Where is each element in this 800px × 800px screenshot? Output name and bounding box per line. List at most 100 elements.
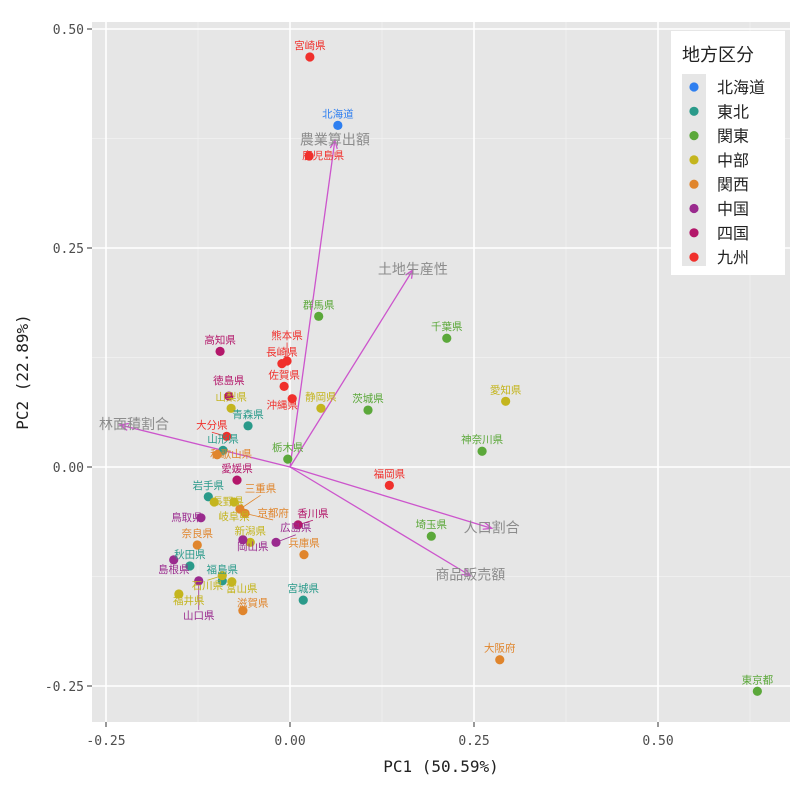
point-marker: [298, 595, 308, 605]
y-tick-label: -0.25: [45, 680, 84, 695]
point-label: 茨城県: [352, 392, 384, 405]
point-label: 山形県: [207, 433, 239, 445]
point-marker: [240, 508, 250, 519]
legend-title: 地方区分: [682, 45, 754, 66]
legend-key: [689, 203, 699, 214]
point-marker: [279, 381, 289, 392]
loading-label: 商品販売額: [435, 568, 505, 584]
point-marker: [304, 151, 314, 161]
point-marker: [245, 537, 255, 547]
x-tick-label: 0.00: [274, 734, 305, 749]
point-label: 福岡県: [374, 467, 406, 480]
legend-label: 四国: [717, 224, 749, 243]
label-leader-line: [245, 513, 274, 521]
point-label: 佐賀県: [268, 368, 300, 381]
point-label: 富山県: [226, 582, 258, 595]
point-marker: [442, 333, 452, 343]
point-marker: [477, 446, 487, 456]
point-label: 和歌山県: [210, 448, 252, 461]
point-label: 兵庫県: [288, 537, 320, 550]
point-marker: [185, 561, 195, 571]
point-label: 群馬県: [303, 298, 335, 311]
point-marker: [495, 655, 505, 665]
y-tick-label: 0.50: [53, 23, 84, 38]
point-marker: [174, 589, 184, 599]
point-label: 奈良県: [182, 527, 214, 540]
point-marker: [238, 606, 248, 616]
point-marker: [238, 535, 248, 545]
data-points: [169, 52, 762, 696]
point-label: 岐阜県: [218, 510, 250, 523]
point-label: 山口県: [183, 610, 215, 622]
point-marker: [222, 431, 232, 441]
x-tick-label: 0.25: [458, 734, 489, 749]
point-marker: [243, 421, 253, 431]
point-label: 秋田県: [174, 548, 206, 561]
point-label: 香川県: [297, 508, 329, 520]
legend-label: 関東: [717, 127, 749, 146]
point-marker: [196, 513, 206, 523]
point-marker: [271, 537, 281, 547]
point-label: 北海道: [322, 107, 354, 120]
point-label: 栃木県: [272, 441, 304, 454]
point-marker: [426, 531, 436, 541]
point-marker: [203, 492, 213, 502]
arrow-head: [329, 138, 338, 150]
point-label: 宮崎県: [294, 39, 326, 52]
x-axis-label: PC1 (50.59%): [383, 757, 499, 776]
point-marker: [212, 450, 222, 460]
legend-key: [689, 228, 699, 238]
grid-lines: [92, 22, 790, 722]
point-label: 石川県: [192, 580, 224, 592]
point-marker: [283, 454, 293, 464]
point-label: 千葉県: [431, 320, 463, 333]
point-label: 大分県: [196, 419, 228, 432]
point-label: 長崎県: [266, 346, 298, 359]
point-label: 岡山県: [237, 541, 269, 553]
point-marker: [209, 497, 219, 507]
legend-key: [689, 82, 699, 92]
legend-key: [689, 179, 699, 189]
point-marker: [282, 356, 292, 366]
point-marker: [333, 120, 343, 130]
loading-arrow: [119, 424, 291, 468]
x-tick-label: -0.25: [86, 734, 125, 749]
point-label: 静岡県: [305, 390, 337, 403]
point-label: 東京都: [742, 673, 774, 686]
point-marker: [384, 480, 394, 490]
point-label: 島根県: [158, 563, 190, 576]
point-label: 愛知県: [490, 383, 522, 396]
legend-label: 九州: [717, 248, 749, 267]
point-label: 沖縄県: [267, 399, 299, 412]
point-label: 青森県: [232, 408, 264, 421]
point-marker: [226, 403, 236, 413]
legend-label: 北海道: [717, 78, 765, 97]
legend-label: 中国: [717, 200, 749, 219]
point-marker: [305, 52, 315, 62]
legend-key: [689, 155, 699, 165]
point-label: 鹿児島県: [302, 149, 344, 162]
point-label: 新潟県: [235, 524, 267, 537]
point-marker: [192, 540, 202, 550]
loading-arrow: [289, 269, 414, 468]
point-marker: [363, 405, 373, 415]
point-label: 高知県: [204, 333, 236, 346]
point-marker: [224, 391, 234, 401]
loading-arrow: [289, 140, 336, 468]
point-label: 山梨県: [215, 390, 247, 403]
loading-label: 農業算出額: [300, 132, 370, 148]
point-marker: [316, 403, 326, 413]
point-label: 広島県: [280, 521, 312, 534]
point-marker: [299, 550, 309, 560]
point-marker: [752, 686, 762, 696]
point-marker: [194, 576, 204, 586]
arrow-head: [118, 422, 129, 431]
x-tick-label: 0.50: [642, 734, 673, 749]
y-tick-label: 0.25: [53, 242, 84, 257]
legend-key: [689, 106, 699, 116]
point-label: 岩手県: [193, 479, 225, 492]
y-axis-label: PC2 (22.89%): [13, 314, 32, 430]
point-label: 徳島県: [213, 374, 245, 387]
